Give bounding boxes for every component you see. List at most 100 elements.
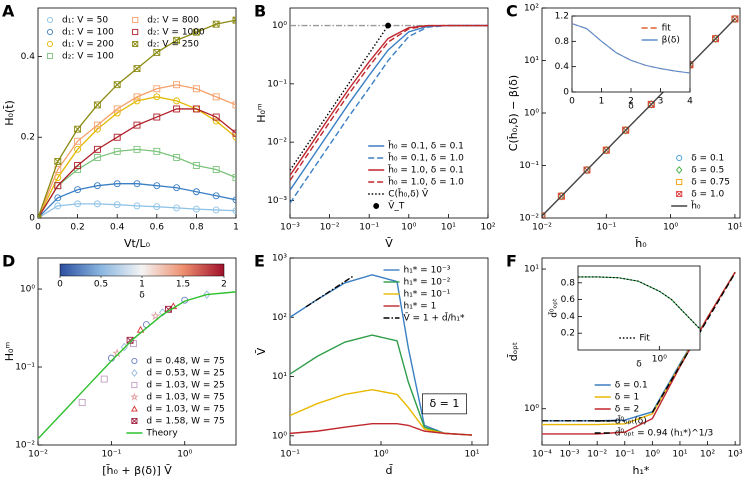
x-axis-label: δ — [628, 102, 634, 112]
legend-marker — [131, 417, 138, 425]
legend-marker — [46, 52, 54, 60]
y-tick-label: 0 — [29, 214, 35, 224]
marker — [54, 182, 62, 190]
legend-label: Theory — [145, 429, 178, 439]
marker — [159, 308, 167, 317]
legend-marker — [676, 154, 683, 162]
marker — [93, 125, 101, 133]
y-tick-label: 10³ — [272, 254, 287, 264]
y-tick-label: 10⁻³ — [267, 196, 287, 206]
x-tick-label: 4 — [687, 97, 693, 107]
y-tick-label: 0.4 — [555, 62, 570, 72]
y-axis-label: C(h̄₀,δ) − β(δ) — [507, 75, 520, 151]
legend-label: h₁* = 10⁻² — [404, 278, 451, 288]
series-group — [542, 271, 736, 435]
x-tick-label: 1 — [233, 223, 239, 233]
marker — [212, 117, 220, 125]
marker — [232, 133, 236, 141]
plot-frame — [37, 7, 237, 219]
x-axis-label: d̄ — [386, 464, 393, 477]
series-line — [290, 25, 389, 171]
x-tick-label: 10⁻¹ — [596, 223, 616, 233]
series-line — [542, 271, 736, 435]
legend-marker — [373, 203, 380, 209]
y-axis-label: H₀ᵐ — [255, 103, 268, 123]
legend-marker — [131, 357, 138, 365]
y-axis-label: V̄ — [255, 347, 268, 355]
x-axis-label: V̄ — [385, 237, 393, 250]
x-tick-label: 10⁻² — [532, 223, 552, 233]
x-axis-label: h₁* — [633, 464, 650, 477]
marker — [212, 113, 220, 121]
marker — [173, 105, 181, 113]
legend-label: δ = 0.5 — [691, 166, 724, 176]
legend-label: V̄ = 1 + d̄/h₁* — [404, 312, 465, 324]
legend-marker — [676, 178, 683, 186]
series-line — [38, 148, 236, 218]
marker — [74, 137, 82, 145]
series-line — [38, 183, 236, 218]
x-tick-label: 0 — [35, 223, 41, 233]
marker — [54, 158, 62, 165]
colorbar — [59, 263, 225, 277]
y-tick-label: 0.6 — [561, 295, 576, 305]
marker — [385, 22, 392, 29]
series-group — [572, 23, 690, 74]
x-tick-label: 10⁰ — [652, 355, 667, 365]
legend-label: V̄_T — [388, 200, 405, 212]
legend-marker — [676, 166, 683, 174]
colorbar-tick-label: 1 — [139, 280, 145, 290]
legend-label: d̄⁰ₒₚₜ = 0.94 (h₁*)^1/3 — [615, 427, 714, 439]
legend-label: d̄⁰ₒₚₜ(δ) — [615, 415, 647, 427]
marker — [232, 174, 236, 182]
marker — [113, 109, 121, 117]
legend-label: d = 1.03, W = 25 — [146, 381, 224, 391]
series-line — [290, 24, 488, 176]
y-tick-label: 10⁻¹ — [267, 79, 287, 89]
legend-label: h̄₀ — [691, 200, 701, 212]
x-tick-label: 10² — [480, 223, 495, 233]
y-tick-label: 10¹ — [524, 56, 539, 66]
panel-label: B — [254, 2, 266, 21]
x-tick-label: 10² — [700, 450, 715, 460]
marker — [100, 375, 108, 383]
plot-frame — [289, 7, 489, 219]
panel-label: C — [506, 2, 518, 21]
y-tick-label: 0.2 — [21, 133, 35, 143]
legend-label: d₂: V = 100 — [62, 52, 114, 62]
marker — [78, 399, 86, 407]
marker — [153, 113, 161, 121]
marker — [203, 290, 211, 299]
marker — [153, 93, 161, 101]
y-tick-label: 10² — [272, 313, 287, 323]
y-tick-label: 0.8 — [555, 37, 570, 47]
annotation-box — [422, 393, 467, 415]
y-axis-label: H₀(t̄) — [3, 100, 16, 126]
marker — [232, 16, 236, 24]
inset: 0 1 2 3 4 0 0.4 0.8 1.2 δ fit β(δ) — [555, 12, 693, 112]
panel-label: A — [2, 2, 15, 21]
panel-label: F — [506, 252, 517, 271]
legend-label: δ = 1 — [615, 393, 640, 403]
legend-marker — [46, 28, 54, 36]
y-tick-label: 0.4 — [21, 52, 36, 62]
legend-label: d = 0.53, W = 25 — [146, 369, 224, 379]
legend-marker — [131, 381, 138, 389]
legend-label: d₂: V = 800 — [147, 16, 199, 26]
y-tick-label: 10⁰ — [20, 285, 35, 295]
marker — [173, 204, 181, 212]
x-tick-label: 10⁻³ — [560, 450, 580, 460]
legend-label: δ = 1.0 — [691, 190, 724, 200]
marker — [212, 206, 220, 214]
marker — [212, 20, 220, 28]
series-line — [38, 96, 236, 218]
x-tick-label: 2 — [628, 97, 634, 107]
marker — [731, 14, 739, 24]
plot-frame — [37, 257, 237, 446]
y-tick-label: 10⁻¹ — [15, 363, 35, 373]
marker — [113, 133, 121, 141]
marker — [93, 121, 101, 129]
y-tick-label: 10⁰ — [272, 21, 287, 31]
x-tick-label: 1 — [599, 97, 605, 107]
y-tick-label: 0.4 — [561, 312, 576, 322]
